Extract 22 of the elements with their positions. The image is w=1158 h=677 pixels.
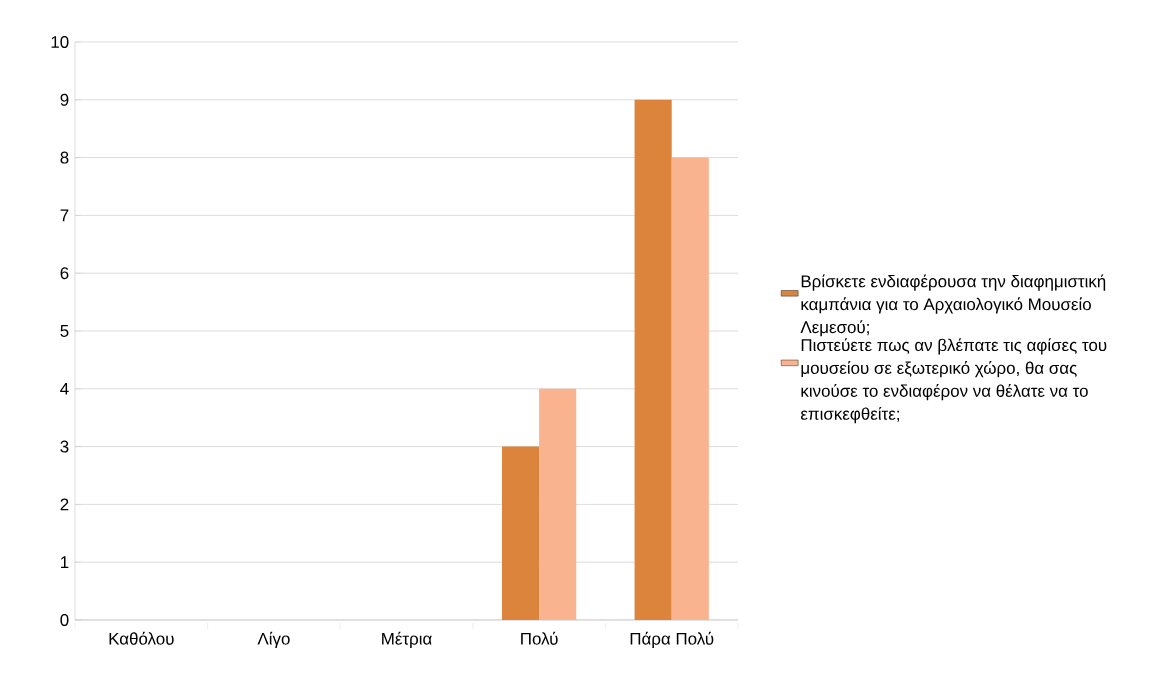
bar	[501, 446, 540, 620]
bar	[634, 99, 672, 620]
x-tick-label: Λίγο	[257, 631, 290, 649]
y-tick-label: 3	[60, 440, 69, 453]
y-tick-label: 2	[60, 498, 69, 511]
bar	[539, 388, 577, 620]
legend-label: Βρίσκετε ενδιαφέρουσα την διαφημιστική καμπάνια για το Αρχαιολογικό Μουσείο Λεμεσού;	[800, 274, 1106, 337]
y-tick-label: 4	[60, 382, 69, 395]
y-tick-label: 10	[51, 35, 69, 48]
y-tick-label: 1	[61, 556, 69, 569]
y-tick-label: 9	[60, 93, 69, 106]
y-tick-label: 7	[60, 209, 69, 222]
x-tick-label: Μέτρια	[382, 631, 432, 649]
y-tick-label: 5	[60, 325, 69, 337]
bar	[671, 157, 709, 620]
y-tick-label: 6	[60, 267, 69, 280]
x-tick-label: Καθόλου	[109, 631, 174, 645]
y-tick-label: 0	[60, 613, 69, 626]
y-tick-label: 8	[60, 151, 69, 164]
x-tick-label: Πάρα Πολύ	[630, 631, 714, 649]
x-tick-label: Πολύ	[521, 631, 558, 645]
text: Πιστεύετε πως αν βλέπατε τις αφίσες του μουσείου σε εξωτερικό χώρο, θα σας κινούσε το ενδιαφέρον να θέλατε να το επισκεφθείτε;	[800, 338, 1107, 424]
